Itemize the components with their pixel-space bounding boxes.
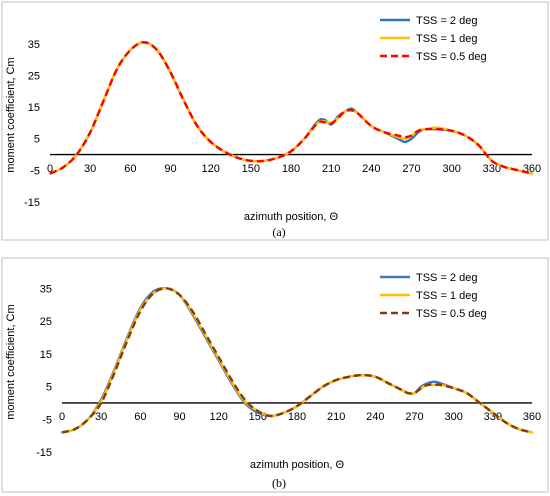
legend-label: TSS = 2 deg: [416, 15, 477, 27]
x-tick-label: 270: [405, 411, 423, 423]
x-tick-label: 300: [444, 411, 462, 423]
x-tick-label: 120: [201, 163, 219, 175]
y-tick-label: 15: [40, 349, 52, 361]
x-tick-label: 300: [442, 163, 460, 175]
y-tick-label: 25: [28, 70, 40, 82]
x-tick-label: 360: [523, 411, 541, 423]
y-tick-label: 5: [34, 134, 40, 146]
x-tick-label: 60: [134, 411, 146, 423]
y-axis-title: moment coefficient, Cm: [5, 57, 17, 172]
y-tick-label: -15: [36, 447, 52, 459]
series-line-3: [49, 41, 533, 175]
y-tick-label: 35: [40, 283, 52, 295]
x-tick-label: 180: [288, 411, 306, 423]
x-axis-title: azimuth position, Θ: [250, 459, 345, 471]
x-tick-label: 240: [362, 163, 380, 175]
series-line-3: [61, 287, 533, 434]
y-tick-label: -15: [24, 197, 40, 209]
x-tick-label: 0: [59, 411, 65, 423]
y-tick-label: -5: [30, 165, 40, 177]
chart-frame: [1, 1, 549, 241]
legend-label: TSS = 0.5 deg: [416, 308, 487, 320]
x-tick-label: 90: [173, 411, 185, 423]
panel-caption: (a): [272, 225, 285, 239]
x-tick-label: 240: [366, 411, 384, 423]
panel-caption: (b): [272, 476, 286, 490]
x-tick-label: 210: [327, 411, 345, 423]
x-tick-label: 60: [124, 163, 136, 175]
legend-label: TSS = 1 deg: [416, 290, 477, 302]
x-tick-label: 270: [402, 163, 420, 175]
x-tick-label: 150: [242, 163, 260, 175]
x-tick-label: 330: [484, 411, 502, 423]
x-tick-label: 210: [322, 163, 340, 175]
x-tick-label: 120: [209, 411, 227, 423]
legend-label: TSS = 1 deg: [416, 33, 477, 45]
x-tick-label: 30: [84, 163, 96, 175]
x-tick-label: 0: [47, 163, 53, 175]
y-tick-label: 15: [28, 102, 40, 114]
x-tick-label: 330: [483, 163, 501, 175]
legend-label: TSS = 2 deg: [416, 272, 477, 284]
x-tick-label: 180: [282, 163, 300, 175]
x-axis-title: azimuth position, Θ: [244, 211, 339, 223]
legend-label: TSS = 0.5 deg: [416, 51, 487, 63]
y-axis-title: moment coefficient, Cm: [5, 304, 17, 419]
chart-panel-a: 35 25 15 5 -5 -15 0 30 60 90 120 150 180 210 240 270 300…: [1, 1, 549, 241]
y-tick-label: 25: [40, 316, 52, 328]
y-tick-label: 35: [28, 39, 40, 51]
x-tick-label: 30: [95, 411, 107, 423]
y-tick-label: -5: [42, 414, 52, 426]
y-tick-label: 5: [46, 382, 52, 394]
x-tick-label: 90: [164, 163, 176, 175]
chart-frame: [1, 257, 549, 493]
